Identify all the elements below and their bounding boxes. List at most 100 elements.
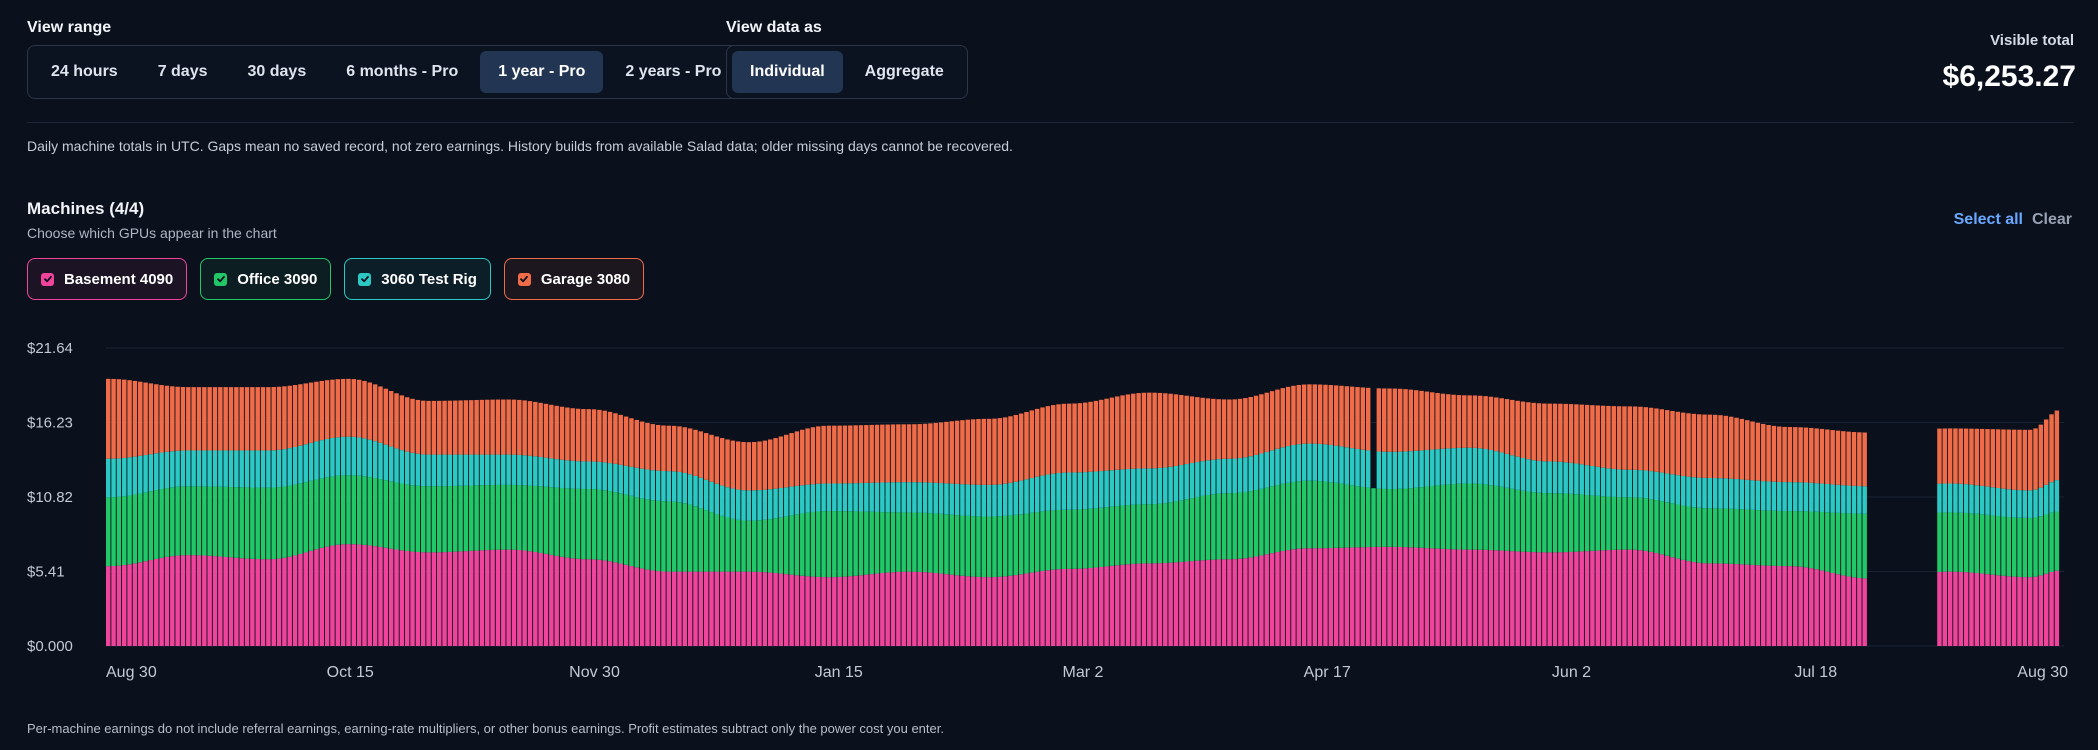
- clear-button[interactable]: Clear: [2031, 211, 2072, 228]
- bar-segment: [735, 571, 741, 646]
- bar-segment: [148, 383, 154, 455]
- checkbox-checked-icon[interactable]: [214, 272, 228, 286]
- bar-segment: [175, 486, 180, 556]
- bar-segment: [1979, 485, 1985, 515]
- bar-segment: [410, 452, 415, 486]
- bar-segment: [1077, 403, 1083, 473]
- bar-segment: [1227, 458, 1232, 494]
- machine-chip-basement-4090[interactable]: Basement 4090: [27, 258, 188, 300]
- bar-segment: [2001, 516, 2006, 576]
- bar-segment: [661, 501, 666, 572]
- bar-segment: [303, 482, 308, 553]
- bar-segment: [735, 441, 741, 490]
- bar-segment: [1189, 561, 1195, 646]
- bar-segment: [1755, 422, 1761, 481]
- bar-segment: [1451, 448, 1456, 485]
- bar-segment: [1515, 551, 1520, 646]
- bar-segment: [1755, 510, 1761, 566]
- bar-segment: [1648, 551, 1654, 646]
- bar-segment: [1034, 512, 1040, 572]
- bar-segment: [922, 482, 928, 513]
- bar-segment: [1002, 417, 1008, 484]
- data-view-option-aggregate[interactable]: Aggregate: [864, 63, 944, 80]
- bar-segment: [180, 387, 186, 451]
- machine-chip-3060-test-rig[interactable]: 3060 Test Rig: [344, 258, 491, 300]
- bar-segment: [1846, 576, 1851, 646]
- bar-segment: [1515, 400, 1520, 457]
- bar-segment: [1136, 563, 1141, 646]
- bar-segment: [1173, 562, 1179, 646]
- select-all-button[interactable]: Select all: [1953, 211, 2023, 228]
- bar-segment: [928, 423, 933, 483]
- bar-segment: [794, 431, 800, 486]
- bar-segment: [191, 555, 196, 646]
- bar-segment: [901, 482, 906, 513]
- range-option-6-months-pro[interactable]: 6 months - Pro: [346, 63, 459, 80]
- bar-segment: [773, 518, 778, 574]
- bar-segment: [981, 577, 986, 646]
- bar-segment: [1221, 493, 1227, 560]
- bar-segment: [1397, 388, 1403, 452]
- range-option-1-year-pro[interactable]: 1 year - Pro: [480, 51, 604, 93]
- bar-segment: [282, 386, 287, 450]
- bar-segment: [426, 486, 431, 553]
- bar-segment: [1611, 468, 1616, 497]
- bar-segment: [1542, 552, 1547, 646]
- bar-segment: [1013, 514, 1019, 576]
- bar-segment: [741, 490, 746, 521]
- range-option-30-days[interactable]: 30 days: [247, 63, 307, 80]
- bar-segment: [495, 484, 501, 550]
- bar-segment: [784, 516, 789, 575]
- bar-segment: [1323, 384, 1328, 445]
- bar-segment: [986, 418, 992, 485]
- bar-segment: [308, 550, 314, 646]
- bar-segment: [1285, 550, 1291, 646]
- data-view-option-individual[interactable]: Individual: [732, 51, 843, 93]
- bar-segment: [789, 433, 794, 487]
- checkbox-checked-icon[interactable]: [358, 272, 372, 286]
- bar-segment: [1120, 564, 1125, 646]
- bar-segment: [2043, 514, 2049, 574]
- range-option-2-years-pro[interactable]: 2 years - Pro: [625, 63, 722, 80]
- bar-segment: [1349, 386, 1355, 449]
- bar-segment: [1579, 404, 1584, 465]
- bar-segment: [970, 484, 976, 517]
- bar-segment: [533, 401, 538, 457]
- bar-segment: [1072, 568, 1077, 646]
- bar-segment: [1301, 443, 1307, 481]
- bar-segment: [127, 380, 132, 458]
- bar-segment: [501, 399, 506, 455]
- checkbox-checked-icon[interactable]: [517, 272, 531, 286]
- checkbox-checked-icon[interactable]: [41, 272, 54, 286]
- bar-segment: [298, 483, 303, 555]
- bar-segment: [1664, 555, 1670, 646]
- bar-segment: [746, 520, 752, 572]
- bar-segment: [650, 500, 655, 571]
- bar-segment: [768, 572, 773, 646]
- bar-segment: [1579, 494, 1584, 552]
- bar-segment: [1136, 468, 1141, 505]
- bar-segment: [1718, 478, 1723, 509]
- bar-segment: [276, 449, 282, 488]
- bar-segment: [858, 511, 864, 576]
- bar-segment: [1349, 485, 1355, 548]
- range-option-7-days[interactable]: 7 days: [157, 63, 208, 80]
- bar-segment: [1115, 469, 1120, 507]
- bar-segment: [2038, 487, 2044, 517]
- bar-segment: [1104, 507, 1109, 567]
- bar-segment: [1510, 551, 1515, 646]
- machine-chip-office-3090[interactable]: Office 3090: [200, 258, 332, 300]
- bar-segment: [1018, 413, 1024, 481]
- bar-segment: [1825, 483, 1830, 513]
- bar-segment: [1200, 461, 1205, 496]
- bar-segment: [1616, 497, 1622, 550]
- bar-segment: [623, 564, 629, 646]
- bar-segment: [1312, 384, 1318, 444]
- range-option-24-hours[interactable]: 24 hours: [51, 63, 118, 80]
- bar-segment: [234, 387, 239, 451]
- machine-chip-garage-3080[interactable]: Garage 3080: [503, 258, 645, 300]
- bar-segment: [453, 400, 458, 455]
- bar-segment: [244, 387, 250, 451]
- bar-segment: [762, 489, 768, 520]
- bar-segment: [2033, 428, 2038, 490]
